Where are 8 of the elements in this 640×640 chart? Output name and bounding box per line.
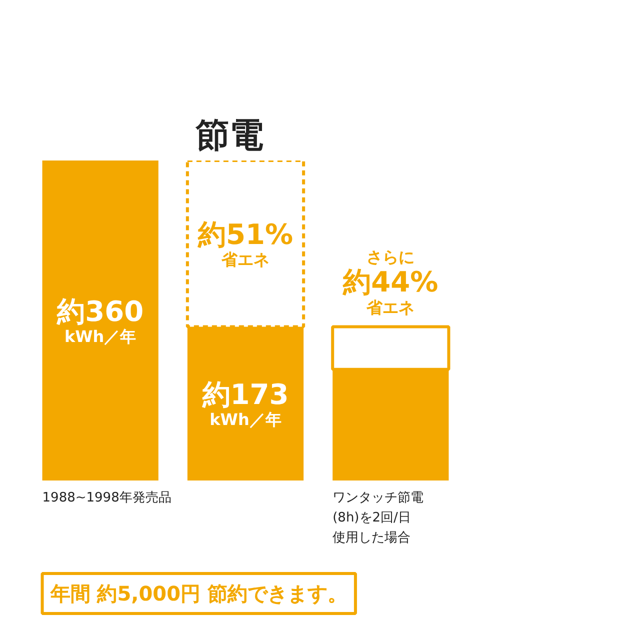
- data-label: さらに約44%省エネ: [342, 247, 438, 318]
- data-label: 約51%省エネ: [196, 218, 294, 270]
- chart-title: 節電: [194, 116, 264, 156]
- x-tick-label: ワンタッチ節電(8h)を2回/日使用した場合: [332, 490, 424, 546]
- x-tick-label: 1988~1998年発売品: [42, 490, 172, 506]
- data-label: 約173kWh／年: [201, 378, 289, 430]
- text: 年間 約5,000円 節約できます。: [49, 582, 348, 606]
- data-label: 約360kWh／年: [56, 294, 144, 346]
